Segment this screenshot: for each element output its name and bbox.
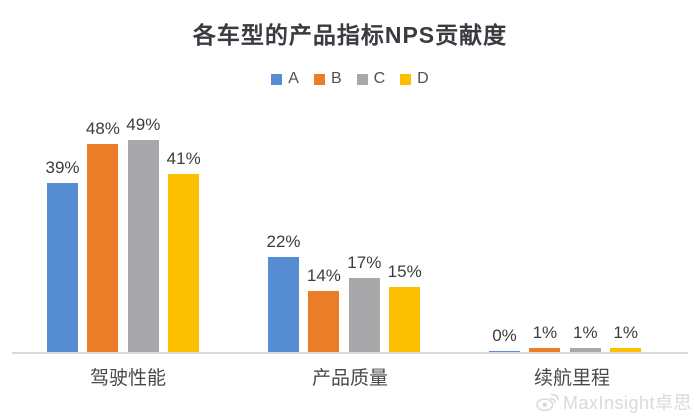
bar-value-label: 17% [347,253,382,273]
bar-D [168,174,200,352]
bar-value-label: 39% [45,158,80,178]
bar-C [127,139,159,352]
watermark-text: MaxInsight卓思 [562,393,692,413]
bar-value-label: 1% [613,322,638,342]
legend-item-D: D [400,71,429,87]
legend-swatch [271,73,283,85]
legend-item-A: A [271,71,299,87]
bar-value-label: 48% [85,119,120,139]
bar-B [87,144,119,352]
bar-C [569,347,601,352]
legend-label: D [417,70,429,87]
bar-A [268,256,299,352]
legend: A B C D [0,71,700,87]
legend-swatch [313,73,325,85]
bar-value-label: 0% [492,325,517,345]
category-label: 驾驶性能 [89,368,166,389]
category-label: 续航里程 [533,368,610,389]
bar-value-label: 15% [387,262,422,282]
bar-B [529,347,561,352]
legend-label: A [288,70,299,87]
chart-title: 各车型的产品指标NPS贡献度 [192,22,508,48]
bar-value-label: 1% [573,322,598,342]
legend-item-C: C [356,70,386,87]
legend-item-B: B [313,70,342,87]
bar-A [47,183,78,352]
x-axis-line [12,352,688,354]
bar-C [348,278,380,352]
bar-D [389,287,421,352]
bar-B [308,291,340,352]
legend-label: C [373,70,386,87]
legend-swatch [356,73,368,85]
legend-label: B [330,70,342,87]
bar-value-label: 49% [126,114,161,134]
bar-A [489,350,520,352]
bar-D [610,347,642,352]
category-label: 产品质量 [311,368,388,389]
bar-value-label: 41% [166,149,201,169]
weibo-icon [536,393,559,412]
watermark: MaxInsight卓思 [535,389,692,415]
bar-value-label: 1% [532,322,558,342]
legend-swatch [400,73,412,85]
bar-value-label: 22% [266,231,301,251]
bar-value-label: 14% [306,266,341,286]
